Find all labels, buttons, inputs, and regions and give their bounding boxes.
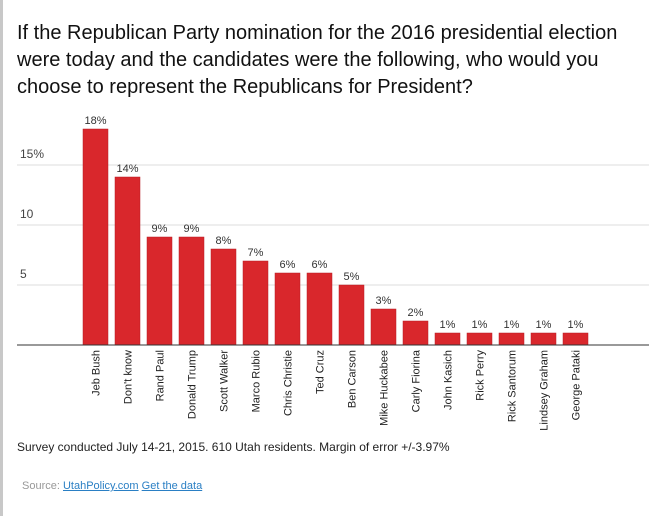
x-tick-label: Donald Trump [187, 350, 199, 419]
data-label: 6% [312, 259, 328, 271]
data-label: 1% [536, 319, 552, 331]
bar [402, 320, 429, 346]
bar [498, 332, 525, 346]
bar [146, 236, 173, 346]
bar [434, 332, 461, 346]
data-label: 1% [440, 319, 456, 331]
bar [274, 272, 301, 346]
x-tick-label: Rick Santorum [507, 350, 519, 422]
data-label: 1% [504, 319, 520, 331]
x-tick-label: Ben Carson [347, 350, 359, 408]
source-label: Source: [22, 480, 60, 492]
x-tick-label: Don't know [123, 350, 135, 404]
bar [242, 260, 269, 346]
x-tick-label: Lindsey Graham [539, 350, 551, 431]
x-tick-label: Ted Cruz [315, 350, 327, 394]
bar [178, 236, 205, 346]
data-label: 6% [280, 259, 296, 271]
survey-note: Survey conducted July 14-21, 2015. 610 U… [17, 440, 450, 454]
y-tick-label: 5 [20, 267, 27, 281]
bar-chart: 5 10 15% 18% Jeb Bush 14% Don't know 9% Rand Pau… [17, 115, 649, 431]
data-label: 5% [344, 271, 360, 283]
bar [114, 176, 141, 346]
data-label: 8% [216, 235, 232, 247]
x-tick-label: Carly Fiorina [411, 349, 423, 412]
data-label: 14% [116, 163, 138, 175]
bar [530, 332, 557, 346]
x-tick-label: Rick Perry [475, 350, 487, 401]
x-tick-label: Rand Paul [155, 350, 167, 401]
x-tick-label: Marco Rubio [251, 350, 263, 412]
data-label: 1% [568, 319, 584, 331]
x-tick-label: Chris Christie [283, 350, 295, 416]
bar [210, 248, 237, 346]
data-label: 1% [472, 319, 488, 331]
source-line: Source: UtahPolicy.com Get the data [22, 480, 202, 492]
bar [562, 332, 589, 346]
data-label: 7% [248, 247, 264, 259]
bar [82, 128, 109, 346]
bar [338, 284, 365, 346]
bar [306, 272, 333, 346]
x-tick-label: Mike Huckabee [379, 350, 391, 426]
x-tick-label: Jeb Bush [91, 350, 103, 396]
x-tick-label: John Kasich [443, 350, 455, 410]
data-label: 9% [184, 223, 200, 235]
bar [370, 308, 397, 346]
y-tick-label: 15% [20, 147, 44, 161]
x-tick-label: George Pataki [571, 350, 583, 420]
chart-title: If the Republican Party nomination for t… [17, 22, 618, 98]
data-label: 9% [152, 223, 168, 235]
get-data-link[interactable]: Get the data [141, 480, 203, 492]
x-tick-label: Scott Walker [219, 350, 231, 412]
source-link[interactable]: UtahPolicy.com [62, 480, 139, 492]
data-label: 2% [408, 307, 424, 319]
bar [466, 332, 493, 346]
data-label: 3% [376, 295, 392, 307]
data-label: 18% [84, 115, 106, 127]
y-tick-label: 10 [20, 207, 34, 221]
